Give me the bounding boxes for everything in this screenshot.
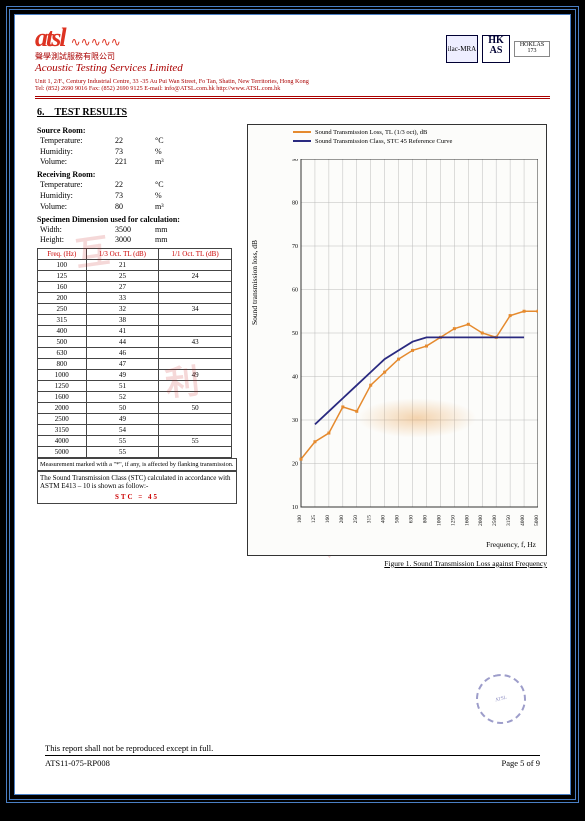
- table-row: 80047: [38, 359, 232, 370]
- measurement-note: Measurement marked with a "*", if any, i…: [37, 458, 237, 471]
- table-row: 2503234: [38, 304, 232, 315]
- param-row: Volume:221m³: [37, 157, 237, 168]
- svg-text:80: 80: [292, 200, 298, 206]
- right-column: Sound Transmission Loss, TL (1/3 oct), d…: [247, 124, 547, 568]
- svg-text:4000: 4000: [520, 515, 526, 526]
- svg-text:630: 630: [409, 515, 415, 524]
- frame-inner: 互 利 达 atsl∿∿∿∿∿ 聲學測試服務有限公司 Acoustic Test…: [14, 14, 571, 795]
- ilac-badge: ilac-MRA: [446, 35, 478, 63]
- frame-outer: 互 利 达 atsl∿∿∿∿∿ 聲學測試服務有限公司 Acoustic Test…: [6, 6, 579, 803]
- table-row: 5004443: [38, 337, 232, 348]
- svg-text:125: 125: [311, 515, 317, 524]
- figure-caption: Figure 1. Sound Transmission Loss agains…: [247, 559, 547, 568]
- svg-text:5000: 5000: [534, 515, 538, 526]
- table-row: 63046: [38, 348, 232, 359]
- logo: atsl: [35, 23, 65, 52]
- svg-text:3150: 3150: [506, 515, 512, 526]
- chart-plot: 10 20 30 40 50 60 70 80 90 100 125 160 200 250 315 400 5…: [283, 159, 538, 529]
- svg-text:40: 40: [292, 374, 298, 380]
- svg-text:160: 160: [325, 515, 331, 524]
- svg-text:1250: 1250: [450, 515, 456, 526]
- swatch-stc: [293, 140, 311, 142]
- svg-text:90: 90: [292, 159, 298, 163]
- svg-text:250: 250: [353, 515, 359, 524]
- svg-text:400: 400: [381, 515, 387, 524]
- stc-box: The Sound Transmission Class (STC) calcu…: [37, 471, 237, 504]
- param-row: Temperature:22°C: [37, 180, 237, 191]
- table-row: 500055: [38, 447, 232, 458]
- svg-text:70: 70: [292, 244, 298, 250]
- param-row: Volume:80m³: [37, 202, 237, 213]
- chart: Sound Transmission Loss, TL (1/3 oct), d…: [247, 124, 547, 556]
- chart-legend: Sound Transmission Loss, TL (1/3 oct), d…: [293, 129, 452, 147]
- table-row: 315054: [38, 425, 232, 436]
- svg-text:10: 10: [292, 505, 298, 511]
- divider: [35, 96, 550, 97]
- table-row: 10021: [38, 260, 232, 271]
- param-row: Height:3000mm: [37, 235, 237, 246]
- param-row: Width:3500mm: [37, 225, 237, 236]
- footer: This report shall not be reproduced exce…: [45, 743, 540, 768]
- legend-tl: Sound Transmission Loss, TL (1/3 oct), d…: [315, 129, 427, 136]
- table-row: 31538: [38, 315, 232, 326]
- page-number: Page 5 of 9: [502, 758, 540, 768]
- svg-text:315: 315: [367, 515, 373, 524]
- cert-badges: ilac-MRA HK AS HOKLAS 173: [446, 35, 550, 63]
- squiggle-icon: ∿∿∿∿∿: [71, 35, 121, 49]
- company-en: Acoustic Testing Services Limited: [35, 62, 183, 74]
- svg-text:100: 100: [297, 515, 303, 524]
- svg-text:500: 500: [395, 515, 401, 524]
- svg-text:2000: 2000: [478, 515, 484, 526]
- table-row: 250049: [38, 414, 232, 425]
- svg-text:800: 800: [422, 515, 428, 524]
- svg-text:200: 200: [339, 515, 345, 524]
- report-number: ATS11-075-RP008: [45, 758, 110, 768]
- table-header: 1/3 Oct. TL (dB): [86, 249, 159, 260]
- table-row: 20005050: [38, 403, 232, 414]
- y-axis-title: Sound transmission loss, dB: [250, 240, 259, 325]
- param-row: Humidity:73%: [37, 191, 237, 202]
- legend-stc: Sound Transmission Class, STC 45 Referen…: [315, 138, 452, 145]
- param-row: Humidity:73%: [37, 147, 237, 158]
- left-column: Source Room: Temperature:22°C Humidity:7…: [37, 124, 237, 504]
- table-row: 160052: [38, 392, 232, 403]
- svg-text:50: 50: [292, 331, 298, 337]
- table-header: Freq. (Hz): [38, 249, 87, 260]
- svg-text:2500: 2500: [492, 515, 498, 526]
- table-row: 40041: [38, 326, 232, 337]
- specimen-head: Specimen Dimension used for calculation:: [37, 215, 237, 224]
- stamp-icon: ATSL: [470, 668, 531, 729]
- svg-text:20: 20: [292, 461, 298, 467]
- letterhead: atsl ∿∿∿∿∿ 聲學測試服務有限公司 Acoustic Testing Se…: [15, 15, 570, 78]
- company-cn: 聲學測試服務有限公司: [35, 51, 183, 62]
- stc-result: STC = 45: [40, 493, 234, 501]
- table-row: 20033: [38, 293, 232, 304]
- x-axis-title: Frequency, f, Hz: [486, 540, 536, 549]
- swatch-tl: [293, 131, 311, 133]
- param-row: Temperature:22°C: [37, 136, 237, 147]
- content: 6. TEST RESULTS Source Room: Temperature…: [15, 99, 570, 576]
- table-header: 1/1 Oct. TL (dB): [159, 249, 232, 260]
- table-row: 125051: [38, 381, 232, 392]
- disclaimer: This report shall not be reproduced exce…: [45, 743, 540, 753]
- address-line: Unit 1, 2/F., Century Industrial Centre,…: [15, 78, 570, 85]
- table-row: 1252524: [38, 271, 232, 282]
- table-row: 10004949: [38, 370, 232, 381]
- table-row: 40005555: [38, 436, 232, 447]
- tl-table: Freq. (Hz)1/3 Oct. TL (dB)1/1 Oct. TL (d…: [37, 248, 232, 458]
- stc-text: The Sound Transmission Class (STC) calcu…: [40, 474, 234, 490]
- svg-text:1000: 1000: [436, 515, 442, 526]
- section-title: 6. TEST RESULTS: [37, 107, 548, 118]
- hkas-badge: HK AS: [482, 35, 510, 63]
- hoklas-badge: HOKLAS 173: [514, 41, 550, 57]
- svg-text:30: 30: [292, 418, 298, 424]
- smudge: [357, 398, 477, 438]
- source-room-head: Source Room:: [37, 126, 237, 135]
- contact-line: Tel: (852) 2690 9016 Fax: (852) 2690 912…: [15, 85, 570, 92]
- svg-text:60: 60: [292, 287, 298, 293]
- svg-text:1600: 1600: [464, 515, 470, 526]
- recv-room-head: Receiving Room:: [37, 170, 237, 179]
- table-row: 16027: [38, 282, 232, 293]
